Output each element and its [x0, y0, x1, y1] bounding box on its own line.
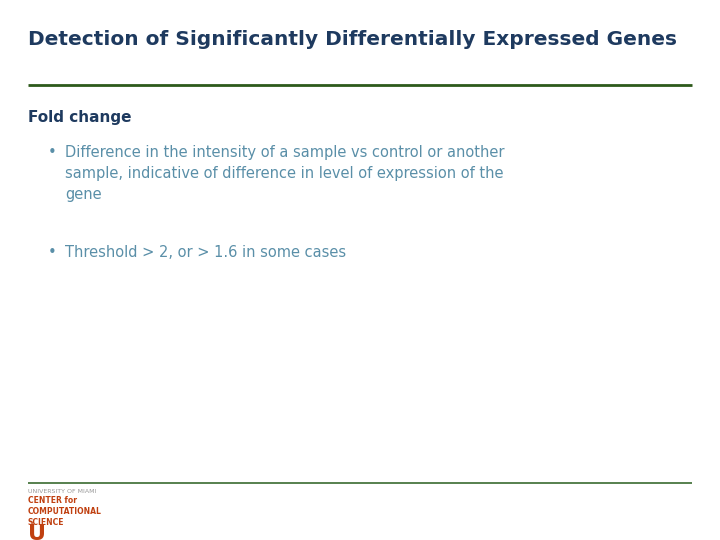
Text: U: U	[28, 524, 46, 540]
Text: Threshold > 2, or > 1.6 in some cases: Threshold > 2, or > 1.6 in some cases	[65, 245, 346, 260]
Text: •: •	[48, 245, 57, 260]
Text: CENTER for
COMPUTATIONAL
SCIENCE: CENTER for COMPUTATIONAL SCIENCE	[28, 496, 102, 527]
Text: Detection of Significantly Differentially Expressed Genes: Detection of Significantly Differentiall…	[28, 30, 677, 49]
Text: •: •	[48, 145, 57, 160]
Text: UNIVERSITY OF MIAMI: UNIVERSITY OF MIAMI	[28, 489, 96, 494]
Text: Difference in the intensity of a sample vs control or another
sample, indicative: Difference in the intensity of a sample …	[65, 145, 505, 202]
Text: Fold change: Fold change	[28, 110, 132, 125]
